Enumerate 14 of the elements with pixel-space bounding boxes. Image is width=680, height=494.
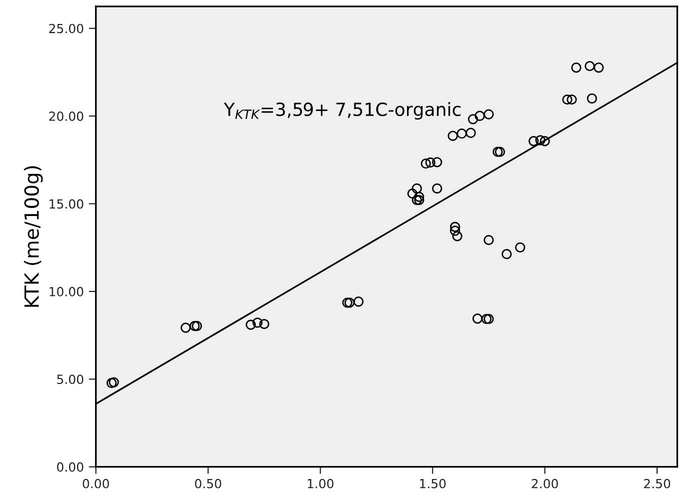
x-tick-label: 2.50 <box>644 478 670 488</box>
annotation: Y$_{KTK}$=3,59+ 7,51C-organic <box>224 102 461 120</box>
y-tick-label: 25.00 <box>49 24 84 34</box>
x-tick-label: 1.00 <box>308 478 334 488</box>
y-tick-label: 20.00 <box>49 112 84 121</box>
x-tick-label: 0.00 <box>82 478 109 488</box>
y-tick-label: 5.00 <box>57 374 84 384</box>
x-tick-label: 1.50 <box>420 478 446 488</box>
x-tick-label: 0.50 <box>195 478 222 488</box>
y-tick-label: 10.00 <box>50 286 84 296</box>
y-axis-title: KTK (me/100g) <box>24 166 43 307</box>
y-tick-label: 15.00 <box>50 199 84 209</box>
x-tick-label: 2.00 <box>532 478 558 488</box>
y-tick-label: 0.00 <box>57 462 84 472</box>
